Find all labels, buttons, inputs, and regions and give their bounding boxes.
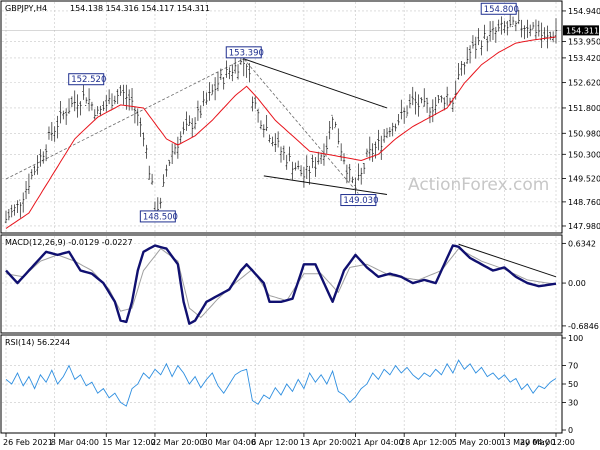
price-trendline [5, 58, 244, 180]
time-tick-label: 6 Apr 12:00 [251, 438, 298, 447]
price-tick-label: 148.760 [568, 198, 600, 207]
price-trendline [243, 58, 388, 109]
macd-trendline [458, 243, 557, 278]
macd-line [5, 244, 557, 325]
rsi-tick-label: 100 [568, 334, 583, 343]
price-trendline [243, 58, 359, 194]
price-tick-label: 152.620 [568, 79, 600, 88]
swing-label-text: 152.520 [71, 75, 106, 85]
swing-label-box [480, 2, 517, 15]
macd-tick-label: 0.00 [568, 279, 586, 288]
swing-label: 152.520 [68, 73, 106, 86]
rsi-tick-label: 30 [568, 398, 578, 407]
price-bars [4, 9, 558, 224]
price-tick-label: 150.300 [568, 150, 600, 159]
price-tick-label: 149.520 [568, 174, 600, 183]
time-tick-label: 21 Apr 04:00 [351, 438, 403, 447]
time-tick-label: 13 May 04:00 [500, 438, 555, 447]
rsi-axis: 100 70 50 30 0 [562, 334, 583, 435]
price-tick-label: 150.980 [568, 129, 600, 138]
time-tick-label: 28 Apr 12:00 [400, 438, 452, 447]
rsi-label: RSI(14) 56.2244 [5, 338, 70, 347]
current-price-tag [563, 25, 599, 36]
time-tick-label: 26 Feb 2021 [3, 438, 53, 447]
price-pane: ActionForex.com 152.520 148.500 153.390 149… [0, 0, 600, 234]
swing-label-text: 149.030 [343, 196, 378, 206]
swing-label: 153.390 [225, 46, 264, 59]
rsi-line [5, 359, 557, 407]
macd-tick-label: 0.6342 [568, 239, 596, 248]
rsi-tick-label: 50 [568, 380, 578, 389]
time-tick-label: 5 May 20:00 [452, 438, 502, 447]
swing-label-box [225, 46, 262, 59]
ohlc-readout: 154.138 154.316 154.117 154.311 [70, 4, 210, 13]
price-trendlines [5, 58, 388, 195]
rsi-pane: RSI(14) 56.2244 100 70 50 30 0 [0, 334, 583, 435]
price-pane-frame [0, 0, 563, 234]
price-tick-label: 154.940 [568, 7, 600, 16]
macd-pane-frame [0, 234, 563, 334]
price-trendline [263, 175, 388, 195]
macd-pane: MACD(12,26,9) -0.0129 -0.0227 0.6342 0.00… [0, 234, 599, 334]
swing-label-box [139, 210, 176, 223]
swing-label: 149.030 [340, 194, 379, 207]
time-tick-label: 13 Apr 20:00 [300, 438, 352, 447]
price-tick-label: 153.420 [568, 54, 600, 63]
macd-grid [2, 236, 561, 332]
price-axis: 154.940 153.950 153.420 152.620 151.800 150.9… [562, 7, 600, 231]
macd-tick-label: -0.6846 [568, 322, 599, 331]
time-tick-label: 20 May 12:00 [520, 438, 575, 447]
time-tick-label: 22 Mar 20:00 [151, 438, 204, 447]
time-tick-label: 15 Mar 12:00 [102, 438, 155, 447]
price-swing-labels: 152.520 148.500 153.390 149.030 154.800 [68, 2, 519, 223]
time-tick-label: 30 Mar 04:00 [203, 438, 256, 447]
price-tick-label: 147.980 [568, 222, 600, 231]
swing-label-box [340, 194, 377, 207]
rsi-tick-label: 70 [568, 362, 578, 371]
rsi-tick-label: 0 [568, 426, 573, 435]
price-tick-label: 153.950 [568, 38, 600, 47]
current-price-text: 154.311 [566, 26, 599, 35]
swing-label: 148.500 [139, 210, 178, 223]
price-tick-label: 151.800 [568, 104, 600, 113]
swing-label: 154.800 [480, 2, 519, 15]
swing-label-text: 154.800 [484, 5, 519, 15]
macd-label: MACD(12,26,9) -0.0129 -0.0227 [5, 238, 133, 247]
swing-label-text: 148.500 [143, 212, 178, 222]
watermark: ActionForex.com [408, 175, 549, 195]
macd-axis: 0.6342 0.00 -0.6846 [562, 239, 599, 331]
swing-label-text: 153.390 [229, 48, 264, 58]
swing-label-box [68, 73, 105, 86]
time-tick-label: 8 Mar 04:00 [51, 438, 99, 447]
symbol-label: GBPJPY,H4 [5, 4, 47, 13]
moving-average-line [5, 36, 557, 229]
